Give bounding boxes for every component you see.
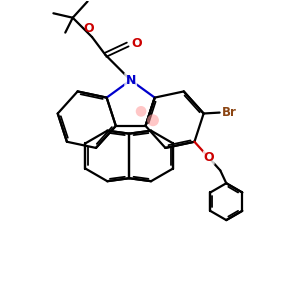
- Circle shape: [147, 114, 159, 126]
- Text: N: N: [125, 74, 136, 87]
- Text: O: O: [131, 37, 142, 50]
- Text: Br: Br: [222, 106, 237, 119]
- Circle shape: [136, 106, 146, 117]
- Text: O: O: [83, 22, 94, 35]
- Text: O: O: [203, 151, 214, 164]
